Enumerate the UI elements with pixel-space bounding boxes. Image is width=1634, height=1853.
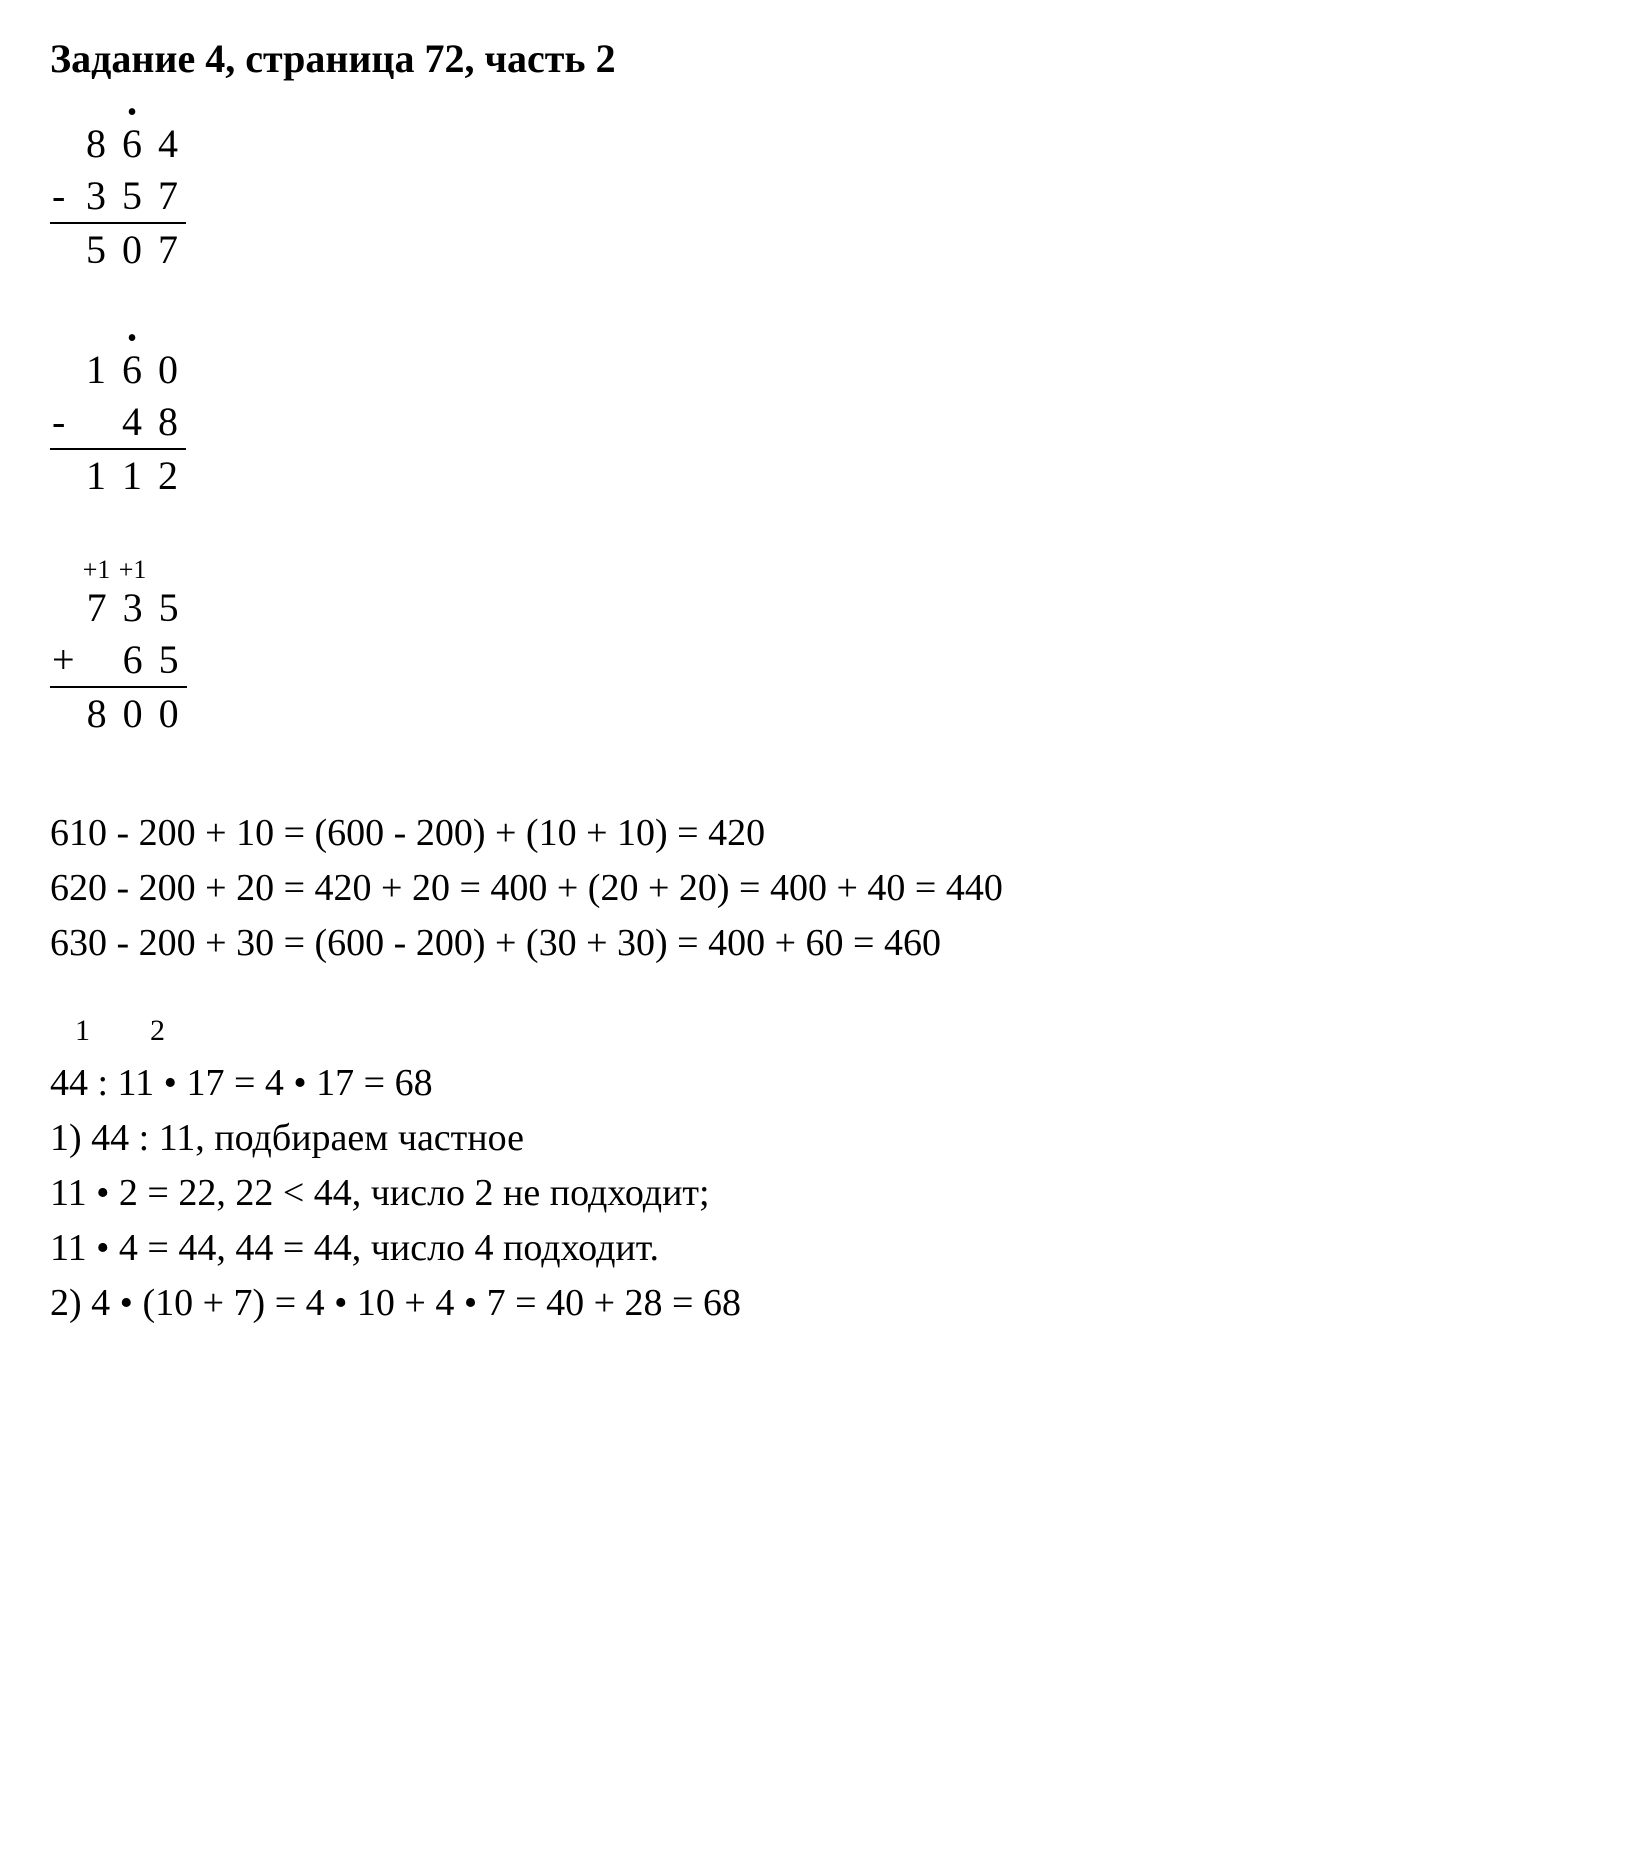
digit — [79, 634, 115, 687]
digit: 0 — [114, 223, 150, 276]
page-title: Задание 4, страница 72, часть 2 — [50, 30, 1584, 88]
digit: 4 — [150, 118, 186, 170]
carry — [151, 558, 187, 581]
digit: 4 — [114, 396, 150, 449]
digit: 5 — [151, 582, 187, 634]
digit: 1 — [78, 449, 114, 502]
digit: 8 — [78, 118, 114, 170]
digit: 5 — [151, 634, 187, 687]
digit: 0 — [115, 687, 151, 740]
digit: 2 — [150, 449, 186, 502]
digit: 6 — [115, 634, 151, 687]
digit: 6 — [114, 118, 150, 170]
step-num-1: 1 — [75, 1009, 90, 1053]
op-sign: + — [50, 634, 79, 687]
digit: 5 — [78, 223, 114, 276]
equation-line: 620 - 200 + 20 = 420 + 20 = 400 + (20 + … — [50, 861, 1584, 916]
equations-block: 610 - 200 + 10 = (600 - 200) + (10 + 10)… — [50, 806, 1584, 971]
op-sign: - — [50, 170, 78, 223]
digit: 3 — [78, 170, 114, 223]
digit: 7 — [79, 582, 115, 634]
division-line: 11 • 4 = 44, 44 = 44, число 4 подходит. — [50, 1221, 1584, 1276]
arith-problem-3: +1 +1 7 3 5 + 6 5 8 0 0 — [50, 558, 187, 739]
arith-problem-2: • 1 6 0 - 4 8 1 1 2 — [50, 332, 186, 502]
digit: 0 — [150, 344, 186, 396]
digit: 1 — [78, 344, 114, 396]
digit: 6 — [114, 344, 150, 396]
division-main: 44 : 11 • 17 = 4 • 17 = 68 — [50, 1056, 1584, 1111]
digit: 1 — [114, 449, 150, 502]
digit: 5 — [114, 170, 150, 223]
digit: 3 — [115, 582, 151, 634]
digit: 8 — [150, 396, 186, 449]
division-line: 2) 4 • (10 + 7) = 4 • 10 + 4 • 7 = 40 + … — [50, 1276, 1584, 1331]
equation-line: 610 - 200 + 10 = (600 - 200) + (10 + 10)… — [50, 806, 1584, 861]
arith-problem-1: • 8 6 4 - 3 5 7 5 0 7 — [50, 106, 186, 276]
borrow-dot: • — [114, 106, 150, 118]
digit: 8 — [79, 687, 115, 740]
division-line: 11 • 2 = 22, 22 < 44, число 2 не подходи… — [50, 1166, 1584, 1221]
digit — [78, 396, 114, 449]
division-block: 1 2 44 : 11 • 17 = 4 • 17 = 68 1) 44 : 1… — [50, 1001, 1584, 1332]
division-line: 1) 44 : 11, подбираем частное — [50, 1111, 1584, 1166]
equation-line: 630 - 200 + 30 = (600 - 200) + (30 + 30)… — [50, 916, 1584, 971]
carry: +1 — [115, 558, 151, 581]
step-numbers: 1 2 — [60, 1009, 165, 1053]
digit: 0 — [151, 687, 187, 740]
step-num-2: 2 — [150, 1009, 165, 1053]
digit: 7 — [150, 223, 186, 276]
op-sign: - — [50, 396, 78, 449]
digit: 7 — [150, 170, 186, 223]
carry: +1 — [79, 558, 115, 581]
borrow-dot: • — [114, 332, 150, 344]
